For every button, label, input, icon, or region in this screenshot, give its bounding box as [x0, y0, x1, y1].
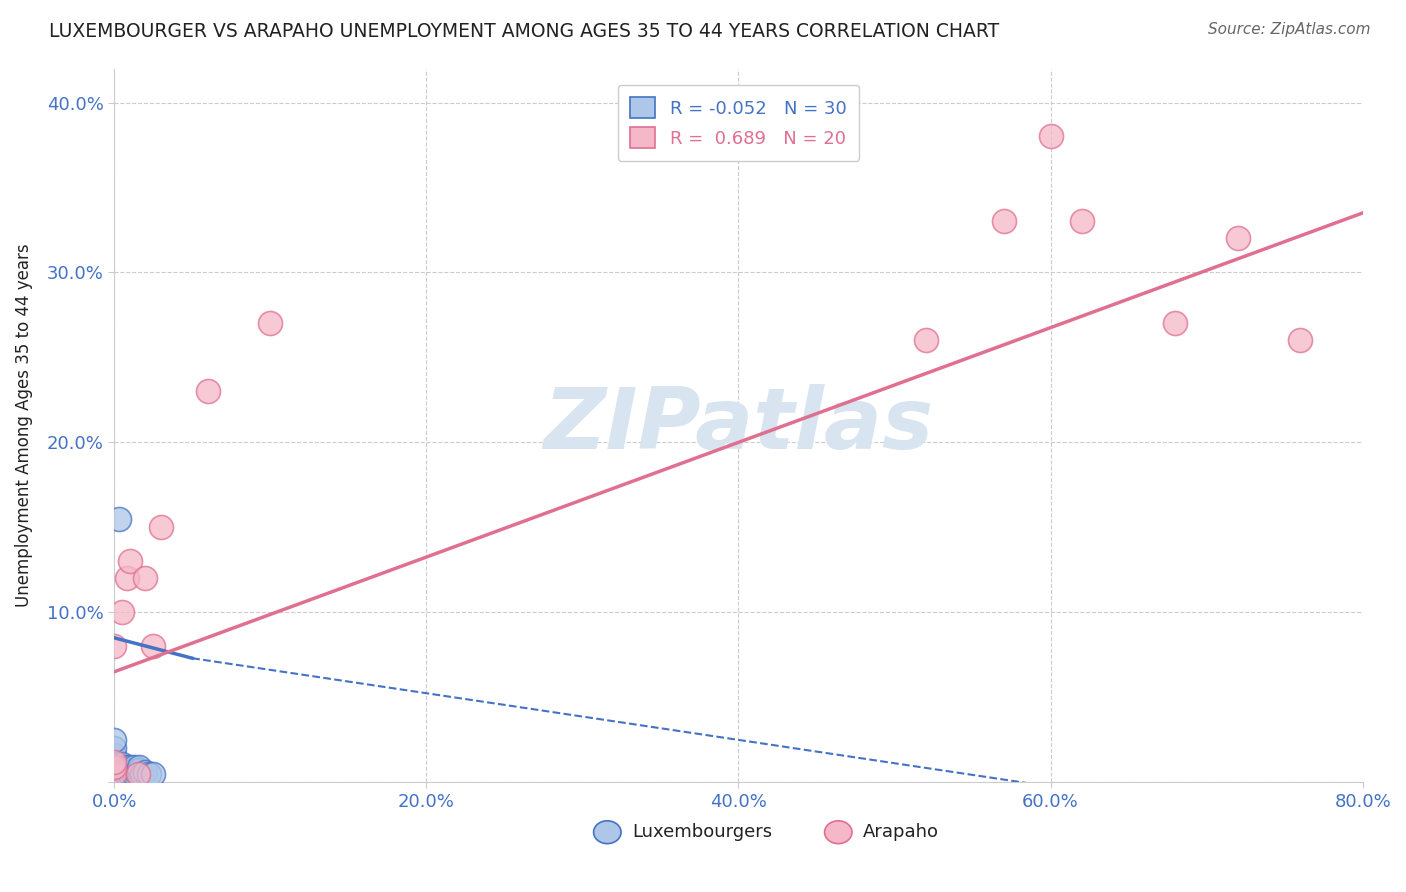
Point: [259, 317, 281, 331]
Text: LUXEMBOURGER VS ARAPAHO UNEMPLOYMENT AMONG AGES 35 TO 44 YEARS CORRELATION CHART: LUXEMBOURGER VS ARAPAHO UNEMPLOYMENT AMO…: [49, 22, 1000, 41]
Point: [124, 760, 146, 774]
Point: [1164, 317, 1187, 331]
Point: [118, 554, 141, 568]
Point: [134, 571, 156, 585]
Text: ZIPatlas: ZIPatlas: [543, 384, 934, 467]
Point: [1070, 214, 1092, 228]
Point: [131, 766, 153, 780]
Point: [115, 764, 138, 778]
Ellipse shape: [593, 821, 621, 844]
Point: [103, 751, 125, 765]
Point: [103, 741, 125, 756]
Point: [111, 605, 134, 619]
Point: [111, 764, 134, 778]
Point: [142, 640, 165, 654]
Point: [103, 732, 125, 747]
Point: [1226, 231, 1249, 245]
Text: Arapaho: Arapaho: [863, 823, 939, 841]
Point: [197, 384, 219, 399]
Point: [103, 640, 125, 654]
Point: [118, 764, 141, 778]
Point: [128, 766, 150, 780]
Point: [115, 760, 138, 774]
Point: [138, 766, 160, 780]
Point: [111, 756, 134, 771]
Point: [142, 766, 165, 780]
Point: [118, 766, 141, 780]
Point: [103, 760, 125, 774]
Point: [118, 760, 141, 774]
Text: Luxembourgers: Luxembourgers: [633, 823, 772, 841]
Point: [103, 766, 125, 780]
Point: [103, 764, 125, 778]
Point: [124, 766, 146, 780]
Point: [127, 766, 149, 780]
Point: [103, 762, 125, 776]
Ellipse shape: [824, 821, 852, 844]
Point: [115, 571, 138, 585]
Point: [108, 512, 131, 526]
Point: [1289, 334, 1312, 348]
Point: [124, 764, 146, 778]
Point: [134, 765, 156, 780]
Point: [150, 520, 173, 534]
Point: [103, 758, 125, 772]
Y-axis label: Unemployment Among Ages 35 to 44 years: Unemployment Among Ages 35 to 44 years: [15, 244, 32, 607]
Point: [128, 760, 150, 774]
Point: [115, 766, 138, 780]
Point: [111, 766, 134, 780]
Point: [111, 760, 134, 774]
Point: [103, 755, 125, 769]
Point: [993, 214, 1015, 228]
Point: [103, 766, 125, 780]
Text: Source: ZipAtlas.com: Source: ZipAtlas.com: [1208, 22, 1371, 37]
Legend: R = -0.052   N = 30, R =  0.689   N = 20: R = -0.052 N = 30, R = 0.689 N = 20: [617, 85, 859, 161]
Point: [103, 755, 125, 769]
Point: [128, 764, 150, 778]
Point: [914, 334, 936, 348]
Point: [103, 747, 125, 762]
Point: [1039, 129, 1062, 144]
